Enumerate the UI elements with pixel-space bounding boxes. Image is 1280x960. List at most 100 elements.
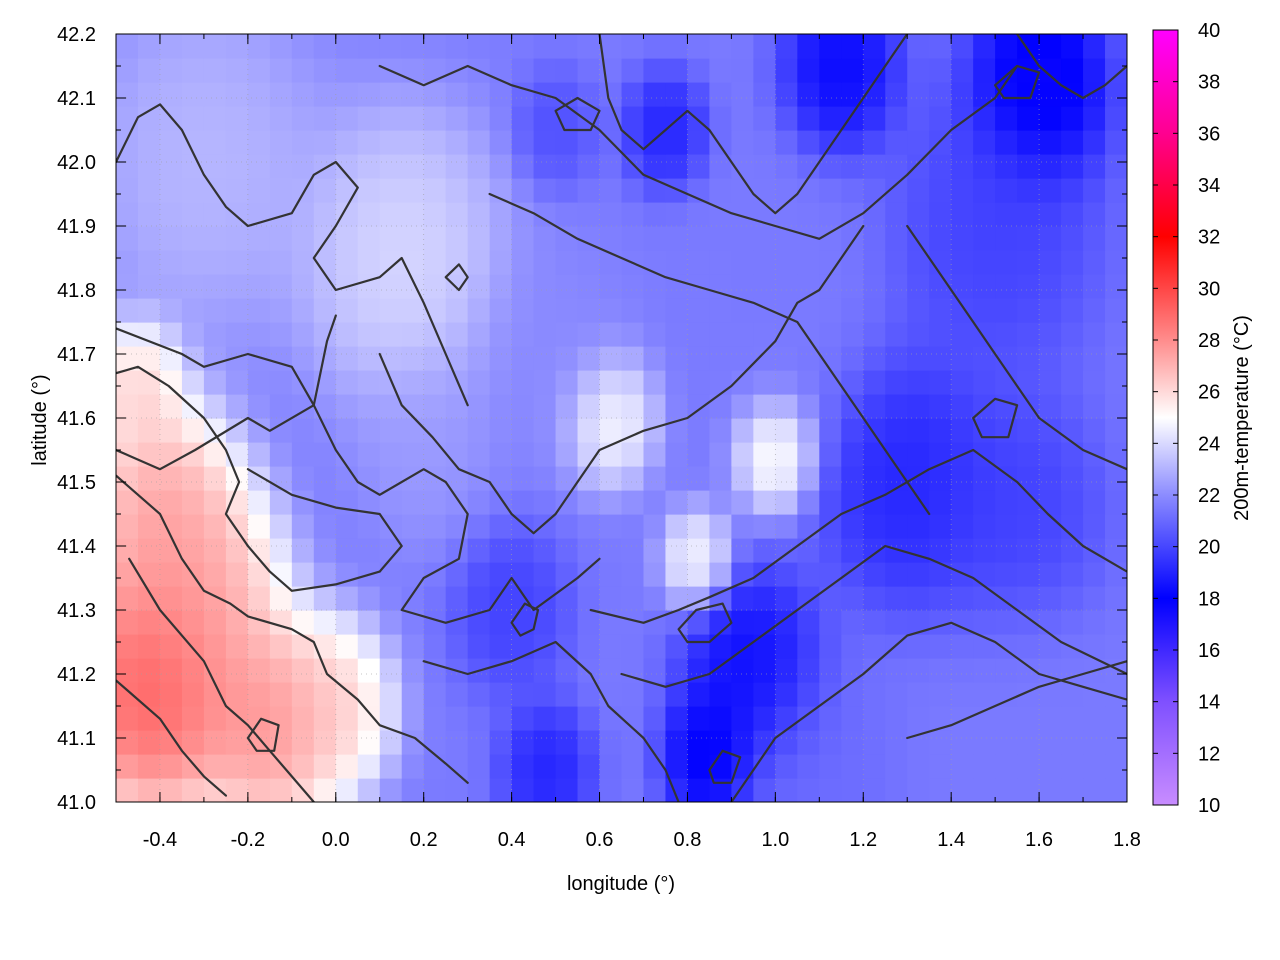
heat-cell bbox=[313, 202, 337, 227]
heat-cell bbox=[269, 298, 293, 323]
heat-cell bbox=[709, 658, 732, 683]
heat-cell bbox=[731, 34, 754, 59]
heat-cell bbox=[863, 442, 886, 467]
heat-cell bbox=[753, 274, 776, 299]
x-tick-label: 0.2 bbox=[410, 829, 438, 851]
heat-cell bbox=[533, 322, 557, 347]
heat-cell bbox=[335, 442, 359, 467]
heat-cell bbox=[225, 442, 249, 467]
heat-cell bbox=[797, 322, 820, 347]
heat-cell bbox=[951, 658, 974, 683]
heat-cell bbox=[731, 202, 754, 227]
heat-cell bbox=[116, 754, 139, 779]
heat-cell bbox=[1017, 274, 1040, 299]
x-tick-label: 0.4 bbox=[498, 829, 526, 851]
heat-cell bbox=[1061, 778, 1084, 802]
heat-cell bbox=[225, 514, 249, 539]
heat-cell bbox=[181, 538, 205, 563]
heat-cell bbox=[116, 778, 139, 802]
heat-cell bbox=[137, 418, 161, 443]
heat-cell bbox=[1017, 106, 1040, 131]
heat-cell bbox=[819, 34, 842, 59]
heat-cell bbox=[247, 298, 271, 323]
y-tick-label: 41.2 bbox=[57, 664, 96, 686]
heat-cell bbox=[269, 34, 293, 59]
heat-cell bbox=[885, 130, 908, 155]
heat-cell bbox=[335, 58, 359, 83]
heat-cell bbox=[423, 418, 447, 443]
heat-cell bbox=[995, 442, 1018, 467]
heat-cell bbox=[489, 442, 513, 467]
heat-cell bbox=[181, 178, 205, 203]
heat-cell bbox=[951, 706, 974, 731]
heat-cell bbox=[313, 610, 337, 635]
heat-cell bbox=[379, 418, 403, 443]
heat-cell bbox=[247, 34, 271, 59]
heat-cell bbox=[291, 274, 315, 299]
heat-cell bbox=[423, 58, 447, 83]
heat-cell bbox=[423, 538, 447, 563]
heat-cell bbox=[533, 178, 557, 203]
heat-cell bbox=[247, 178, 271, 203]
heat-cell bbox=[687, 682, 711, 707]
heat-cell bbox=[863, 34, 886, 59]
heat-cell bbox=[445, 250, 469, 275]
heat-cell bbox=[775, 466, 798, 491]
heat-cell bbox=[775, 394, 798, 419]
heat-cell bbox=[863, 226, 886, 251]
heat-cell bbox=[885, 346, 908, 371]
heat-cell bbox=[181, 706, 205, 731]
heat-cell bbox=[335, 394, 359, 419]
heat-cell bbox=[401, 634, 425, 659]
heat-cell bbox=[1083, 778, 1106, 802]
heat-cell bbox=[995, 274, 1018, 299]
y-tick-label: 41.4 bbox=[57, 536, 96, 558]
heat-cell bbox=[137, 298, 161, 323]
heat-cell bbox=[951, 394, 974, 419]
heat-cell bbox=[995, 178, 1018, 203]
contour-loop bbox=[972, 397, 1019, 439]
heat-cell bbox=[1083, 226, 1106, 251]
heat-cell bbox=[709, 442, 732, 467]
heat-cell bbox=[533, 490, 557, 515]
heat-cell bbox=[511, 442, 535, 467]
heat-cell bbox=[335, 154, 359, 179]
heat-cell bbox=[687, 754, 711, 779]
heat-cell bbox=[907, 586, 930, 611]
heat-cell bbox=[797, 682, 820, 707]
heat-cell bbox=[555, 514, 579, 539]
heat-cell bbox=[203, 730, 227, 755]
heat-cell bbox=[1083, 322, 1106, 347]
heat-cell bbox=[291, 418, 315, 443]
contour-line bbox=[589, 448, 1127, 624]
contour-line bbox=[116, 327, 601, 624]
heat-cell bbox=[841, 562, 864, 587]
heat-cell bbox=[247, 58, 271, 83]
heat-cell bbox=[533, 754, 557, 779]
heat-cell bbox=[577, 634, 601, 659]
heat-cell bbox=[665, 418, 689, 443]
heat-cell bbox=[247, 130, 271, 155]
heat-cell bbox=[599, 730, 623, 755]
heat-cell bbox=[841, 202, 864, 227]
heat-cell bbox=[357, 58, 381, 83]
heat-cell bbox=[797, 634, 820, 659]
heat-cell bbox=[841, 754, 864, 779]
heat-cell bbox=[951, 754, 974, 779]
heat-cell bbox=[247, 490, 271, 515]
heat-cell bbox=[841, 610, 864, 635]
heat-cell bbox=[555, 346, 579, 371]
heat-cell bbox=[489, 706, 513, 731]
heat-cell bbox=[621, 682, 645, 707]
heat-cell bbox=[621, 202, 645, 227]
heat-cell bbox=[1105, 58, 1127, 83]
heat-cell bbox=[335, 682, 359, 707]
heat-cell bbox=[687, 466, 711, 491]
heat-cell bbox=[775, 610, 798, 635]
heat-cell bbox=[511, 370, 535, 395]
y-axis-label: latitude (°) bbox=[29, 374, 51, 465]
heat-cell bbox=[709, 418, 732, 443]
heat-cell bbox=[467, 418, 491, 443]
heat-cell bbox=[621, 610, 645, 635]
grid-lines bbox=[116, 34, 1127, 802]
